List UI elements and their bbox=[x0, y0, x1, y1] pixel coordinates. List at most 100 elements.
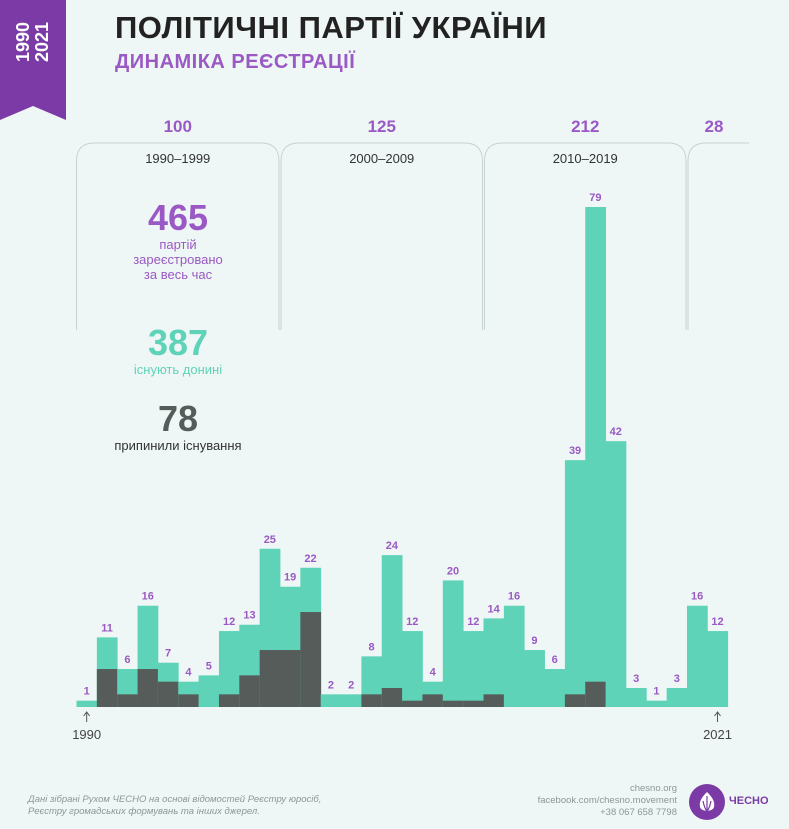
bar-closed-1992 bbox=[117, 694, 138, 707]
period-total-2: 212 bbox=[571, 117, 599, 136]
footer-note-line-1: Дані зібрані Рухом ЧЕСНО на основі відом… bbox=[28, 794, 322, 805]
bar-label-1998: 13 bbox=[243, 610, 255, 622]
bar-active-2011 bbox=[503, 605, 525, 707]
period-label-1: 2000–2009 bbox=[349, 151, 414, 166]
bar-label-1991: 11 bbox=[101, 622, 113, 634]
bar-active-2010 bbox=[483, 618, 505, 707]
bar-active-2019 bbox=[666, 688, 688, 707]
bar-closed-2015 bbox=[585, 681, 606, 707]
bar-active-1997 bbox=[218, 631, 240, 707]
bar-label-1993: 16 bbox=[142, 591, 154, 603]
footer-contacts: chesno.org facebook.com/chesno.movement … bbox=[538, 783, 677, 819]
bar-label-1997: 12 bbox=[223, 616, 235, 628]
bar-active-2012 bbox=[524, 650, 545, 707]
bar-label-2001: 22 bbox=[304, 553, 316, 565]
bar-active-2002 bbox=[320, 694, 342, 707]
bar-closed-2007 bbox=[422, 694, 444, 707]
stat-active-label: існують донині bbox=[133, 362, 223, 377]
contact-website-link[interactable]: chesno.org bbox=[629, 783, 677, 794]
stat-active-value: 387 bbox=[147, 322, 209, 363]
bar-label-2002: 2 bbox=[328, 679, 334, 691]
page-subtitle: ДИНАМІКА РЕЄСТРАЦІЇ bbox=[115, 51, 356, 73]
axis-arrow-end-icon bbox=[714, 711, 721, 722]
bar-active-2021 bbox=[707, 631, 729, 707]
bar-closed-2010 bbox=[483, 694, 505, 707]
axis-label-end: 2021 bbox=[703, 727, 732, 742]
bar-closed-1999 bbox=[259, 650, 281, 707]
bar-closed-2000 bbox=[280, 650, 301, 707]
bar-closed-2008 bbox=[442, 700, 464, 707]
period-bracket-2 bbox=[484, 142, 687, 330]
bar-closed-2014 bbox=[564, 694, 586, 707]
bar-label-2011: 16 bbox=[508, 591, 520, 603]
bar-closed-2004 bbox=[361, 694, 383, 707]
contact-facebook-link[interactable]: facebook.com/chesno.movement bbox=[537, 795, 677, 806]
bar-label-1992: 6 bbox=[124, 654, 130, 666]
chesno-logo-icon bbox=[689, 784, 725, 820]
period-label-2: 2010–2019 bbox=[553, 151, 618, 166]
bar-closed-1997 bbox=[218, 694, 240, 707]
bar-label-2020: 16 bbox=[691, 591, 703, 603]
bar-label-1996: 5 bbox=[206, 660, 212, 672]
bar-active-2020 bbox=[687, 605, 708, 707]
contact-phone: +38 067 658 7798 bbox=[600, 807, 677, 818]
bar-closed-1995 bbox=[178, 694, 199, 707]
page-title: ПОЛІТИЧНІ ПАРТІЇ УКРАЇНИ bbox=[115, 10, 548, 45]
bar-label-2009: 12 bbox=[467, 616, 479, 628]
stat-total-label-1: партій bbox=[159, 237, 197, 252]
stat-active: 387 існують донині bbox=[80, 322, 276, 378]
bar-label-2004: 8 bbox=[369, 641, 375, 653]
bar-active-1996 bbox=[198, 675, 220, 707]
bar-label-2021: 12 bbox=[711, 616, 723, 628]
bar-label-2017: 3 bbox=[633, 673, 639, 685]
bar-active-2013 bbox=[544, 669, 566, 707]
bar-closed-1991 bbox=[96, 669, 118, 707]
bar-active-2005 bbox=[381, 555, 403, 707]
stat-total-label-3: за весь час bbox=[143, 267, 213, 282]
stat-closed-label: припинили існування bbox=[114, 438, 242, 453]
bar-active-2016 bbox=[605, 441, 627, 707]
bar-label-2006: 12 bbox=[406, 616, 418, 628]
bar-closed-1994 bbox=[157, 681, 179, 707]
stat-closed: 78 припинили існування bbox=[80, 398, 276, 454]
bar-label-2018: 1 bbox=[653, 686, 659, 698]
bar-active-2018 bbox=[646, 700, 668, 707]
bar-active-2008 bbox=[442, 580, 464, 707]
bar-label-2010: 14 bbox=[488, 603, 501, 615]
period-bracket-0 bbox=[76, 142, 280, 330]
bar-active-2014 bbox=[564, 460, 586, 707]
bar-closed-1993 bbox=[137, 669, 159, 707]
stat-total-label-2: зареєстровано bbox=[133, 252, 223, 267]
bar-label-2014: 39 bbox=[569, 445, 581, 457]
bar-label-1990: 1 bbox=[84, 686, 90, 698]
axis-label-start: 1990 bbox=[72, 727, 101, 742]
bar-label-2008: 20 bbox=[447, 565, 459, 577]
bar-closed-2009 bbox=[463, 700, 484, 707]
bar-closed-2001 bbox=[300, 612, 322, 707]
bar-label-2003: 2 bbox=[348, 679, 354, 691]
period-total-0: 100 bbox=[164, 117, 192, 136]
bar-active-2003 bbox=[341, 694, 362, 707]
period-bracket-1 bbox=[280, 142, 483, 330]
bar-label-2000: 19 bbox=[284, 572, 296, 584]
bar-label-2005: 24 bbox=[386, 540, 399, 552]
bar-active-2017 bbox=[625, 688, 647, 707]
bar-closed-1998 bbox=[239, 675, 261, 707]
bar-closed-2005 bbox=[381, 688, 403, 707]
stat-closed-value: 78 bbox=[157, 398, 199, 439]
bar-label-2007: 4 bbox=[430, 667, 437, 679]
period-total-3: 28 bbox=[705, 117, 724, 136]
bar-active-2009 bbox=[463, 631, 484, 707]
stat-total: 465 партій зареєстровано за весь час bbox=[80, 199, 276, 283]
bar-label-1994: 7 bbox=[165, 648, 171, 660]
period-total-1: 125 bbox=[368, 117, 396, 136]
bar-active-2015 bbox=[585, 207, 606, 707]
bar-active-2006 bbox=[402, 631, 423, 707]
bar-label-1995: 4 bbox=[185, 667, 192, 679]
logo-text: ЧЕСНО bbox=[729, 795, 769, 807]
period-bracket-3 bbox=[687, 142, 749, 330]
bar-label-2016: 42 bbox=[610, 426, 622, 438]
axis-arrow-start-icon bbox=[83, 711, 91, 722]
bar-label-2012: 9 bbox=[531, 635, 537, 647]
